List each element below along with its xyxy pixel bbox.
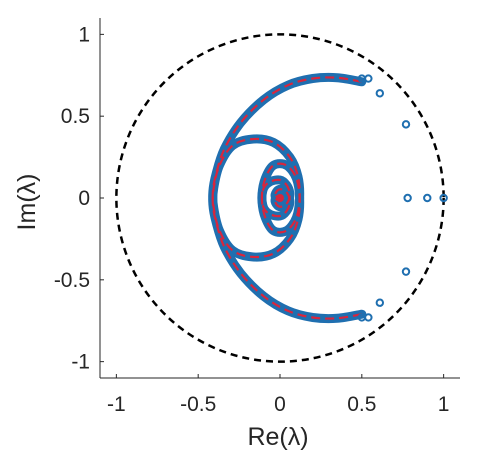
- y-tick-label: 1: [78, 23, 90, 46]
- data-point: [439, 193, 448, 203]
- data-point: [375, 298, 385, 307]
- x-tick-label: -0.5: [180, 393, 216, 416]
- center-point: [276, 194, 284, 202]
- data-point: [403, 193, 412, 203]
- data-point: [364, 313, 373, 322]
- y-tick-label: -1: [71, 351, 90, 374]
- y-tick-label: 0.5: [61, 105, 90, 128]
- data-point: [401, 120, 411, 129]
- plot-area: [115, 33, 448, 363]
- data-point: [357, 313, 367, 322]
- data-point: [401, 267, 411, 276]
- y-tick-label: -0.5: [54, 269, 90, 292]
- x-tick-label: 0: [274, 393, 286, 416]
- red-dashed-lower: [211, 137, 362, 320]
- x-axis-label: Re(λ): [247, 423, 308, 451]
- x-tick-label: 1: [438, 393, 450, 416]
- data-point: [364, 74, 373, 83]
- x-tick-label: -1: [107, 393, 126, 416]
- ticks: -1 -0.5 0 0.5 1 1 0.5 0 -0.5 -1: [54, 23, 450, 416]
- unit-circle: [115, 33, 445, 363]
- y-tick-label: 0: [78, 187, 90, 210]
- y-axis-label: Im(λ): [13, 174, 41, 231]
- data-point: [423, 193, 432, 203]
- data-point: [357, 74, 367, 83]
- x-tick-label: 0.5: [347, 393, 376, 416]
- data-point: [375, 89, 385, 98]
